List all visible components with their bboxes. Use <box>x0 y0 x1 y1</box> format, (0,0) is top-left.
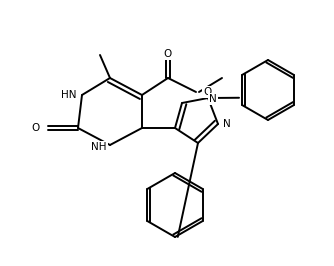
Text: N: N <box>209 94 217 104</box>
Text: O: O <box>164 49 172 59</box>
Text: NH: NH <box>92 142 107 152</box>
Text: O: O <box>32 123 40 133</box>
Text: HN: HN <box>61 90 77 100</box>
Text: O: O <box>203 87 211 97</box>
Text: N: N <box>223 119 231 129</box>
